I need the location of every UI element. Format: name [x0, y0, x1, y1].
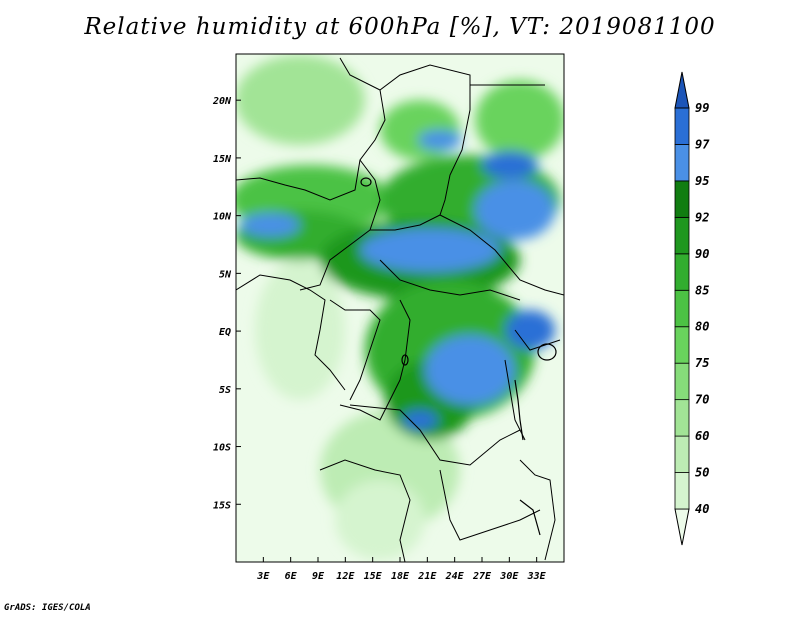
colorbar-label: 80 [695, 320, 709, 334]
colorbar-label: 60 [695, 429, 709, 443]
longitude-ticks: 3E 6E 9E 12E 15E 18E 21E 24E 27E 30E 33E [256, 557, 547, 582]
colorbar-over-arrow [674, 71, 690, 109]
colorbar-label: 85 [695, 283, 709, 297]
colorbar-segment [674, 180, 690, 218]
lon-tick-label: 9E [312, 571, 325, 582]
lat-tick-label: 5N [219, 269, 232, 280]
lon-tick-label: 12E [336, 571, 355, 582]
lon-tick-label: 27E [472, 571, 492, 582]
colorbar-label: 99 [695, 101, 709, 115]
lon-tick-label: 21E [417, 571, 437, 582]
lon-tick-label: 3E [256, 571, 270, 582]
colorbar-label: 75 [695, 356, 709, 370]
colorbar-under-arrow [674, 508, 690, 546]
colorbar-segment [674, 289, 690, 328]
colorbar-segment [674, 362, 690, 401]
colorbar-segment [674, 253, 690, 291]
colorbar-label: 50 [695, 466, 709, 480]
colorbar-segment [674, 216, 690, 255]
colorbar-segment [674, 144, 690, 182]
colorbar-label: 70 [695, 393, 709, 407]
lat-tick-label: EQ [219, 327, 231, 338]
lat-tick-label: 5S [219, 385, 231, 396]
colorbar-label: 92 [695, 210, 709, 224]
lon-tick-label: 30E [499, 571, 519, 582]
lon-tick-label: 24E [445, 571, 465, 582]
colorbar-segment [674, 472, 690, 510]
lon-tick-label: 15E [364, 571, 383, 582]
lat-tick-label: 15N [213, 154, 232, 165]
country-borders [236, 57, 564, 562]
colorbar-segment [674, 326, 690, 364]
colorbar-label: 90 [695, 247, 709, 261]
colorbar-label: 97 [695, 137, 710, 151]
colorbar-label: 95 [695, 174, 709, 188]
lon-tick-label: 33E [527, 571, 547, 582]
lat-tick-label: 10N [213, 212, 232, 223]
grads-credit: GrADS: IGES/COLA [4, 603, 91, 613]
lon-tick-label: 6E [285, 571, 298, 582]
lon-tick-label: 18E [391, 571, 410, 582]
humidity-field [236, 54, 564, 562]
colorbar-segment [674, 107, 690, 145]
lakes [360, 177, 557, 536]
lat-tick-label: 15S [213, 500, 231, 511]
latitude-ticks: 20N 15N 10N 5N EQ 5S 10S 15S [212, 96, 241, 511]
map-title: Relative humidity at 600hPa [%], VT: 201… [84, 14, 716, 40]
colorbar-segment [674, 399, 690, 437]
colorbar: 40 50 60 70 75 80 85 90 92 95 97 99 [674, 71, 710, 546]
lat-tick-label: 20N [212, 96, 232, 107]
colorbar-segment [674, 435, 690, 473]
colorbar-label: 40 [695, 502, 709, 516]
lat-tick-label: 10S [213, 443, 231, 454]
